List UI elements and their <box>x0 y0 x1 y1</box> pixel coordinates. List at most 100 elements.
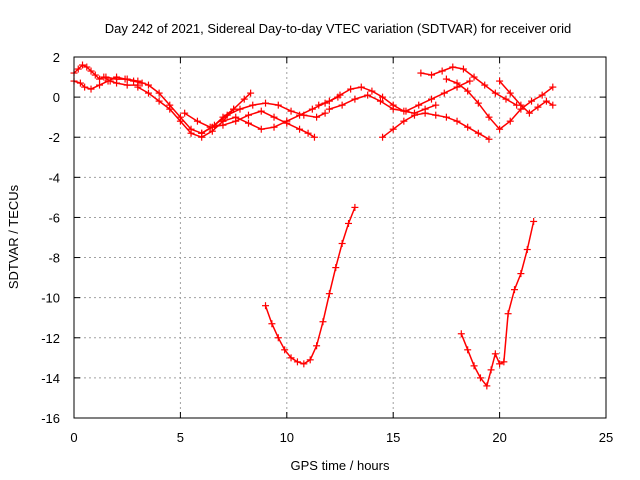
series-arc-2 <box>70 73 146 93</box>
data-point <box>528 97 536 105</box>
data-point <box>474 99 482 107</box>
data-point <box>104 77 112 85</box>
data-point <box>351 203 359 211</box>
y-tick-label: -4 <box>48 170 60 185</box>
chart-title: Day 242 of 2021, Sidereal Day-to-day VTE… <box>105 21 572 36</box>
data-point <box>155 89 163 97</box>
data-point <box>338 240 346 248</box>
data-point <box>517 270 525 278</box>
data-point <box>534 103 542 111</box>
data-point <box>485 113 493 121</box>
data-point <box>347 85 355 93</box>
data-point <box>351 95 359 103</box>
x-axis-label: GPS time / hours <box>291 458 390 473</box>
data-point <box>144 89 152 97</box>
data-point <box>470 73 478 81</box>
data-point <box>96 81 104 89</box>
data-point <box>300 360 308 368</box>
series-line <box>446 78 554 131</box>
data-point <box>442 75 450 83</box>
data-point <box>364 91 372 99</box>
data-point <box>155 97 163 105</box>
x-tick-label: 0 <box>70 430 77 445</box>
data-point <box>402 107 410 115</box>
data-point <box>440 89 448 97</box>
data-point <box>187 129 195 137</box>
data-point <box>336 91 344 99</box>
y-tick-label: -12 <box>41 331 60 346</box>
data-point <box>81 83 89 91</box>
series-line <box>318 86 437 114</box>
data-point <box>310 133 318 141</box>
data-point <box>453 79 461 87</box>
plot-frame <box>73 56 607 419</box>
data-point <box>123 75 131 83</box>
data-point <box>79 61 87 69</box>
data-point <box>176 117 184 125</box>
data-point <box>247 89 255 97</box>
data-point <box>321 109 329 117</box>
data-point <box>538 91 546 99</box>
data-point <box>308 105 316 113</box>
data-point <box>415 101 423 109</box>
data-point <box>432 111 440 119</box>
data-point <box>389 125 397 133</box>
data-point <box>240 95 248 103</box>
data-point <box>319 318 327 326</box>
data-point <box>523 246 531 254</box>
data-point <box>134 77 142 85</box>
data-point <box>325 97 333 105</box>
data-point <box>530 217 538 225</box>
data-point <box>102 73 110 81</box>
data-point <box>313 113 321 121</box>
data-point <box>483 382 491 390</box>
y-tick-label: -16 <box>41 411 60 426</box>
data-point <box>510 286 518 294</box>
series-arc-10 <box>379 109 493 143</box>
data-point <box>208 127 216 135</box>
data-point <box>428 71 436 79</box>
data-point <box>244 111 252 119</box>
data-point <box>379 133 387 141</box>
data-point <box>296 111 304 119</box>
series-arc-6 <box>198 99 329 137</box>
y-tick-label: -10 <box>41 291 60 306</box>
data-point <box>198 129 206 137</box>
data-point <box>113 75 121 83</box>
data-point <box>496 125 504 133</box>
data-point <box>459 65 467 73</box>
data-point <box>249 101 257 109</box>
data-point <box>304 129 312 137</box>
y-tick-label: -2 <box>48 130 60 145</box>
data-point <box>232 113 240 121</box>
data-point <box>410 111 418 119</box>
x-tick-label: 5 <box>177 430 184 445</box>
series-arc-14 <box>262 203 359 368</box>
y-tick-label: -14 <box>41 371 60 386</box>
x-tick-label: 10 <box>280 430 294 445</box>
data-point <box>476 374 484 382</box>
data-point <box>83 63 91 71</box>
data-point <box>123 81 131 89</box>
data-point <box>262 302 270 310</box>
data-point <box>257 125 265 133</box>
data-point <box>491 89 499 97</box>
data-point <box>76 79 84 87</box>
data-point <box>74 65 82 73</box>
data-point <box>283 117 291 125</box>
series-arc-15 <box>457 217 538 390</box>
data-point <box>325 105 333 113</box>
data-point <box>549 101 557 109</box>
data-point <box>525 109 533 117</box>
data-point <box>306 356 314 364</box>
data-point <box>134 83 142 91</box>
y-tick-label: -6 <box>48 210 60 225</box>
series-arc-4 <box>134 83 255 141</box>
data-point <box>332 264 340 272</box>
series-arc-1 <box>70 61 142 89</box>
series-line <box>184 110 315 138</box>
data-point <box>262 99 270 107</box>
data-point <box>96 75 104 83</box>
data-point <box>502 95 510 103</box>
data-point <box>542 97 550 105</box>
